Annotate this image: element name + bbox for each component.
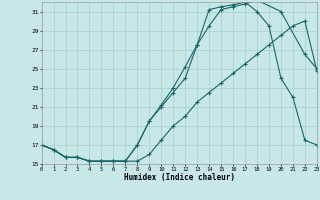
X-axis label: Humidex (Indice chaleur): Humidex (Indice chaleur)	[124, 173, 235, 182]
